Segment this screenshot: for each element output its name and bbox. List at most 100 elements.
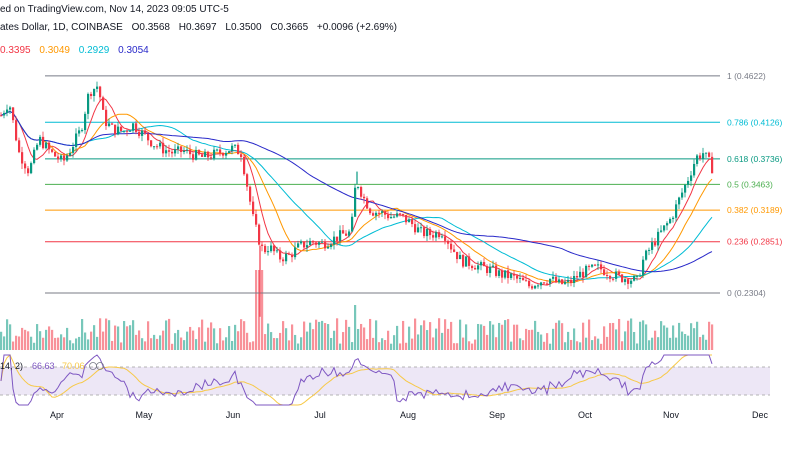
volume-bar xyxy=(255,270,258,350)
volume-bar xyxy=(204,341,207,350)
candle-body xyxy=(3,112,6,116)
volume-bar xyxy=(480,324,483,350)
candle-body xyxy=(48,142,51,150)
candle-body xyxy=(582,271,585,278)
volume-bar xyxy=(444,319,447,350)
candle-body xyxy=(591,264,594,267)
candle-body xyxy=(585,265,588,278)
volume-bar xyxy=(585,337,588,350)
candle-body xyxy=(255,214,258,225)
candle-body xyxy=(612,278,615,280)
volume-bar xyxy=(234,324,237,350)
candle-body xyxy=(546,283,549,285)
moving-averages xyxy=(0,97,713,286)
volume-bar xyxy=(45,329,48,350)
candle-body xyxy=(228,151,231,153)
volume-bar xyxy=(279,332,282,350)
volume-bar xyxy=(162,330,165,350)
candle-body xyxy=(33,149,36,164)
candle-body xyxy=(18,140,21,153)
volume-bar xyxy=(648,340,651,350)
volume-bar xyxy=(594,336,597,350)
candle-body xyxy=(420,227,423,229)
candle-body xyxy=(240,154,243,158)
volume-bar xyxy=(318,321,321,350)
candle-body xyxy=(120,126,123,131)
ohlc-line: ates Dollar, 1D, COINBASE O0.3568 H0.369… xyxy=(0,22,397,33)
volume-bar xyxy=(285,328,288,350)
volume-bar xyxy=(261,270,264,350)
candle-body xyxy=(60,155,63,160)
candle-body xyxy=(642,259,645,276)
volume-bar xyxy=(153,334,156,350)
candle-body xyxy=(423,227,426,237)
volume-bar xyxy=(603,326,606,350)
candle-body xyxy=(111,123,114,125)
candle-body xyxy=(129,130,132,132)
time-axis: Apr May Jun Jul Aug Sep Oct Nov Dec xyxy=(50,410,769,420)
volume-bar xyxy=(672,325,675,350)
candle-body xyxy=(315,242,318,245)
volume-bar xyxy=(543,341,546,350)
candle-body xyxy=(222,153,225,156)
volume-bar xyxy=(351,342,354,350)
volume-bar xyxy=(420,325,423,350)
candle-body xyxy=(675,204,678,218)
volume-bar xyxy=(573,328,576,350)
candle-body xyxy=(645,250,648,260)
volume-bar xyxy=(567,331,570,350)
candle-body xyxy=(327,246,330,249)
volume-bar xyxy=(435,328,438,350)
month-label-nov: Nov xyxy=(663,410,680,420)
volume-bar xyxy=(588,319,591,350)
volume-bar xyxy=(27,331,30,350)
volume-bar xyxy=(159,335,162,350)
candle-body xyxy=(672,217,675,220)
settings-icon[interactable] xyxy=(96,362,104,370)
volume-bar xyxy=(627,320,630,350)
candle-body xyxy=(207,151,210,158)
candle-body xyxy=(51,149,54,152)
volume-bar xyxy=(51,329,54,350)
candle-body xyxy=(99,86,102,98)
candle-body xyxy=(225,152,228,156)
volume-bar xyxy=(36,324,39,350)
candle-body xyxy=(288,253,291,255)
volume-bar xyxy=(93,325,96,350)
candle-body xyxy=(198,150,201,155)
fib-label-0.5: 0.5 (0.3463) xyxy=(727,179,773,189)
candle-body xyxy=(615,271,618,279)
candle-body xyxy=(201,154,204,157)
candle-body xyxy=(360,187,363,197)
candle-body xyxy=(432,235,435,238)
volume-bar xyxy=(138,330,141,350)
volume-bar xyxy=(129,325,132,350)
candle-body xyxy=(648,249,651,251)
month-label-apr: Apr xyxy=(50,410,64,420)
fib-label-0.382: 0.382 (0.3189) xyxy=(727,205,782,215)
symbol-label: ates Dollar, 1D, COINBASE xyxy=(0,22,123,33)
volume-bar xyxy=(258,270,261,350)
candle-body xyxy=(72,146,75,153)
volume-bar xyxy=(291,324,294,350)
candle-body xyxy=(600,264,603,270)
volume-bar xyxy=(78,336,81,350)
candle-body xyxy=(588,265,591,267)
volume-bar xyxy=(108,320,111,350)
candle-body xyxy=(441,236,444,238)
volume-bar xyxy=(432,337,435,350)
volume-bar xyxy=(705,339,708,350)
month-label-jul: Jul xyxy=(314,410,326,420)
candle-body xyxy=(333,236,336,245)
candle-body xyxy=(492,265,495,267)
volume-bar xyxy=(510,341,513,350)
volume-bar xyxy=(489,321,492,350)
candle-body xyxy=(636,275,639,277)
volume-bar xyxy=(702,334,705,350)
volume-bar xyxy=(525,328,528,350)
candle-body xyxy=(372,213,375,216)
candle-body xyxy=(522,277,525,281)
candle-body xyxy=(213,149,216,159)
volume-bar xyxy=(90,331,93,350)
